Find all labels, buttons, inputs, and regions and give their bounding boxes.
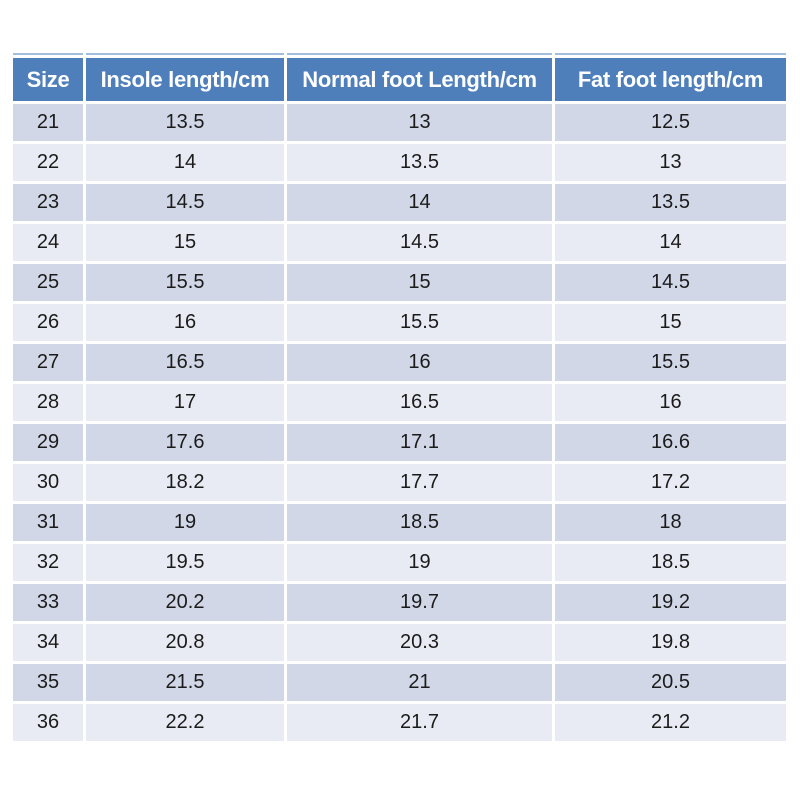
table-cell: 18.5 (287, 504, 552, 541)
size-cell: 31 (13, 504, 83, 541)
table-cell: 16 (555, 384, 786, 421)
table-row: 23 14.5 14 13.5 (13, 184, 786, 221)
size-cell: 35 (13, 664, 83, 701)
size-cell: 24 (13, 224, 83, 261)
table-cell: 16 (287, 344, 552, 381)
table-cell: 19 (287, 544, 552, 581)
table-cell: 21.7 (287, 704, 552, 741)
table-cell: 16.5 (86, 344, 284, 381)
table-cell: 20.2 (86, 584, 284, 621)
table-row: 35 21.5 21 20.5 (13, 664, 786, 701)
top-border-segment (555, 53, 786, 55)
table-cell: 14.5 (287, 224, 552, 261)
table-cell: 22.2 (86, 704, 284, 741)
table-row: 22 14 13.5 13 (13, 144, 786, 181)
top-border-segment (86, 53, 284, 55)
table-cell: 14 (555, 224, 786, 261)
top-border-segment (287, 53, 552, 55)
table-row: 21 13.5 13 12.5 (13, 104, 786, 141)
table-row: 26 16 15.5 15 (13, 304, 786, 341)
table-cell: 19.5 (86, 544, 284, 581)
size-cell: 33 (13, 584, 83, 621)
table-top-border (13, 53, 786, 55)
table-cell: 16.5 (287, 384, 552, 421)
column-header: Fat foot length/cm (555, 58, 786, 101)
table-cell: 13 (287, 104, 552, 141)
table-cell: 19 (86, 504, 284, 541)
table-cell: 16 (86, 304, 284, 341)
size-chart-container: Size Insole length/cm Normal foot Length/c… (10, 50, 788, 744)
size-cell: 36 (13, 704, 83, 741)
table-cell: 14 (287, 184, 552, 221)
table-row: 34 20.8 20.3 19.8 (13, 624, 786, 661)
table-cell: 19.2 (555, 584, 786, 621)
table-row: 27 16.5 16 15.5 (13, 344, 786, 381)
table-cell: 21.2 (555, 704, 786, 741)
table-cell: 15 (86, 224, 284, 261)
table-cell: 14.5 (86, 184, 284, 221)
header-row: Size Insole length/cm Normal foot Length/c… (13, 58, 786, 101)
size-cell: 30 (13, 464, 83, 501)
table-cell: 13 (555, 144, 786, 181)
table-cell: 15 (287, 264, 552, 301)
table-cell: 13.5 (555, 184, 786, 221)
table-row: 33 20.2 19.7 19.2 (13, 584, 786, 621)
size-cell: 34 (13, 624, 83, 661)
size-cell: 32 (13, 544, 83, 581)
table-cell: 20.8 (86, 624, 284, 661)
column-header: Insole length/cm (86, 58, 284, 101)
table-cell: 18.2 (86, 464, 284, 501)
table-row: 31 19 18.5 18 (13, 504, 786, 541)
table-body: 21 13.5 13 12.5 22 14 13.5 13 23 14.5 14 13.5 24 15 14… (13, 104, 786, 741)
table-row: 30 18.2 17.7 17.2 (13, 464, 786, 501)
size-cell: 23 (13, 184, 83, 221)
column-header: Normal foot Length/cm (287, 58, 552, 101)
table-cell: 21.5 (86, 664, 284, 701)
table-cell: 15.5 (287, 304, 552, 341)
table-row: 29 17.6 17.1 16.6 (13, 424, 786, 461)
size-cell: 27 (13, 344, 83, 381)
table-row: 24 15 14.5 14 (13, 224, 786, 261)
table-head: Size Insole length/cm Normal foot Length/c… (13, 53, 786, 101)
size-cell: 22 (13, 144, 83, 181)
table-cell: 18.5 (555, 544, 786, 581)
table-cell: 14 (86, 144, 284, 181)
table-cell: 15 (555, 304, 786, 341)
size-cell: 21 (13, 104, 83, 141)
table-cell: 12.5 (555, 104, 786, 141)
table-cell: 20.3 (287, 624, 552, 661)
column-header: Size (13, 58, 83, 101)
table-row: 28 17 16.5 16 (13, 384, 786, 421)
table-cell: 17.7 (287, 464, 552, 501)
table-cell: 20.5 (555, 664, 786, 701)
table-cell: 19.8 (555, 624, 786, 661)
table-row: 32 19.5 19 18.5 (13, 544, 786, 581)
table-row: 25 15.5 15 14.5 (13, 264, 786, 301)
table-cell: 13.5 (86, 104, 284, 141)
table-cell: 17.1 (287, 424, 552, 461)
table-row: 36 22.2 21.7 21.2 (13, 704, 786, 741)
table-cell: 15.5 (86, 264, 284, 301)
table-cell: 14.5 (555, 264, 786, 301)
size-cell: 29 (13, 424, 83, 461)
table-cell: 18 (555, 504, 786, 541)
table-cell: 15.5 (555, 344, 786, 381)
table-cell: 17 (86, 384, 284, 421)
size-cell: 28 (13, 384, 83, 421)
table-cell: 21 (287, 664, 552, 701)
table-cell: 17.2 (555, 464, 786, 501)
table-cell: 13.5 (287, 144, 552, 181)
size-cell: 26 (13, 304, 83, 341)
table-cell: 16.6 (555, 424, 786, 461)
size-cell: 25 (13, 264, 83, 301)
table-cell: 19.7 (287, 584, 552, 621)
top-border-segment (13, 53, 83, 55)
size-chart-table: Size Insole length/cm Normal foot Length/c… (10, 50, 789, 744)
table-cell: 17.6 (86, 424, 284, 461)
